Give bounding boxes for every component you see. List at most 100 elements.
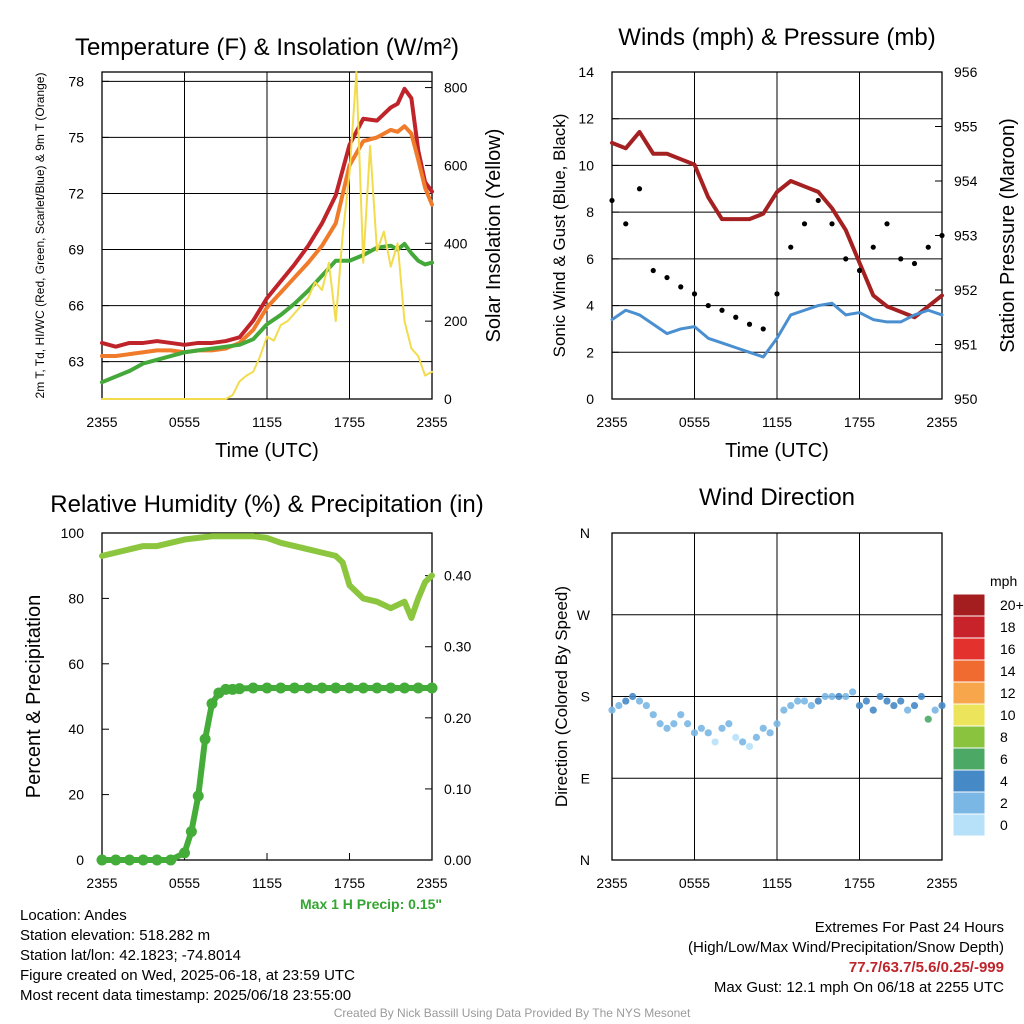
credit-line: Created By Nick Bassill Using Data Provi… [333, 1006, 691, 1020]
colorbar-label: 12 [1000, 685, 1016, 701]
wind-direction-point [608, 706, 616, 714]
x-axis-label: Time (UTC) [215, 440, 319, 462]
colorbar-swatch [952, 813, 986, 837]
colorbar-swatch [952, 791, 986, 815]
wind-direction-point [759, 724, 767, 732]
gust-point [815, 197, 821, 204]
gust-point [650, 267, 656, 274]
precip-point [247, 682, 259, 694]
wind-direction-point [931, 706, 939, 714]
colorbar-swatch [952, 747, 986, 771]
series-line [99, 533, 435, 622]
y-tick-label: 12 [578, 111, 594, 127]
wind-direction-point [718, 724, 726, 732]
colorbar-label: 2 [1000, 795, 1008, 811]
precip-point [344, 682, 355, 694]
y-tick-label-right: 200 [444, 313, 468, 329]
y-tick-label: 14 [578, 64, 594, 80]
gust-point [898, 256, 904, 262]
colorbar-label: 14 [1000, 663, 1016, 679]
gust-point [843, 256, 849, 262]
y-tick-label-right: 0.40 [444, 568, 471, 584]
y-axis-label: Percent & Precipitation [23, 595, 45, 798]
wind-direction-point [649, 711, 657, 719]
y-tick-label: W [577, 607, 591, 623]
y-tick-label: 10 [578, 157, 594, 173]
precip-point [385, 682, 397, 694]
precip-point [124, 854, 135, 866]
x-tick-label: 0555 [679, 875, 710, 891]
x-tick-label: 2355 [86, 875, 117, 891]
y-tick-label-right: 0.10 [444, 781, 471, 797]
wind-direction-point [890, 701, 898, 710]
series-line [100, 241, 434, 385]
y-tick-label: N [580, 852, 590, 868]
colorbar-label: 8 [1000, 729, 1008, 745]
wind-direction-point [622, 697, 630, 705]
precip-point [192, 790, 204, 802]
x-tick-label: 0555 [679, 414, 710, 430]
wind-direction-point [821, 692, 829, 701]
gust-point [664, 274, 670, 281]
y-tick-label-right: 953 [954, 228, 978, 244]
wind-direction-point [897, 697, 905, 705]
colorbar-label: 16 [1000, 641, 1016, 657]
y-tick-label: 63 [68, 354, 84, 370]
series-line [99, 684, 435, 863]
gust-point [856, 267, 863, 274]
y-tick-label: 2 [586, 344, 594, 360]
wind-direction-point [828, 692, 836, 701]
wind-direction-point [814, 697, 822, 705]
colorbar-swatch [952, 593, 986, 617]
y-tick-label-right: 0.00 [444, 852, 471, 868]
wind-direction-point [862, 697, 870, 705]
y-tick-label: 60 [68, 656, 84, 672]
extremes-info: Extremes For Past 24 Hours (High/Low/Max… [688, 918, 1004, 998]
wind-direction-point [615, 701, 623, 710]
y-tick-label: E [581, 770, 590, 786]
wind-direction-point [725, 720, 733, 728]
wind-direction-point [629, 692, 637, 701]
y-tick-label: 69 [68, 242, 84, 258]
y-axis-label: 2m T, Td, HI/WC (Red, Green, Scarlet/Blu… [33, 73, 47, 399]
wind-direction-point [704, 729, 712, 737]
wind-direction-point [732, 733, 740, 741]
colorbar-label: 0 [1000, 817, 1008, 833]
extremes-title: Extremes For Past 24 Hours [814, 919, 1004, 936]
colorbar-label: 10 [1000, 707, 1016, 723]
y-tick-label: 40 [68, 721, 84, 737]
precip-point [302, 682, 314, 694]
x-tick-label: 2355 [416, 414, 447, 430]
x-tick-label: 2355 [86, 414, 117, 430]
precip-point [199, 733, 211, 745]
wind-direction-point [635, 697, 644, 705]
gust-point [691, 291, 698, 297]
y-axis-label-right: Solar Insolation (Yellow) [483, 129, 505, 343]
gust-point [911, 260, 918, 267]
chart-title: Temperature (F) & Insolation (W/m²) [75, 34, 459, 61]
series-line [610, 301, 944, 359]
x-tick-label: 1755 [334, 875, 365, 891]
y-tick-label-right: 955 [954, 119, 978, 135]
extremes-values: 77.7/63.7/5.6/0.25/-999 [848, 959, 1004, 976]
wind-direction-point [690, 729, 699, 737]
wind-direction-point [787, 701, 795, 710]
wind-direction-point [924, 715, 932, 723]
extremes-subtitle: (High/Low/Max Wind/Precipitation/Snow De… [688, 939, 1004, 956]
station-info: Location: Andes Station elevation: 518.2… [20, 906, 355, 1006]
wind-direction-point [745, 742, 754, 751]
x-tick-label: 2355 [416, 875, 447, 891]
x-tick-label: 0555 [169, 414, 200, 430]
precip-point [426, 682, 438, 694]
x-axis-label: Time (UTC) [725, 440, 829, 462]
series-line [100, 124, 434, 359]
wind-direction-point [842, 692, 850, 701]
wind-direction-point [684, 720, 692, 728]
wind-direction-point [794, 697, 802, 705]
y-tick-label: 8 [586, 204, 594, 220]
precip-point [179, 847, 190, 859]
plot-frame [101, 532, 433, 861]
precip-point [289, 682, 300, 694]
wind-direction-point [780, 706, 788, 714]
